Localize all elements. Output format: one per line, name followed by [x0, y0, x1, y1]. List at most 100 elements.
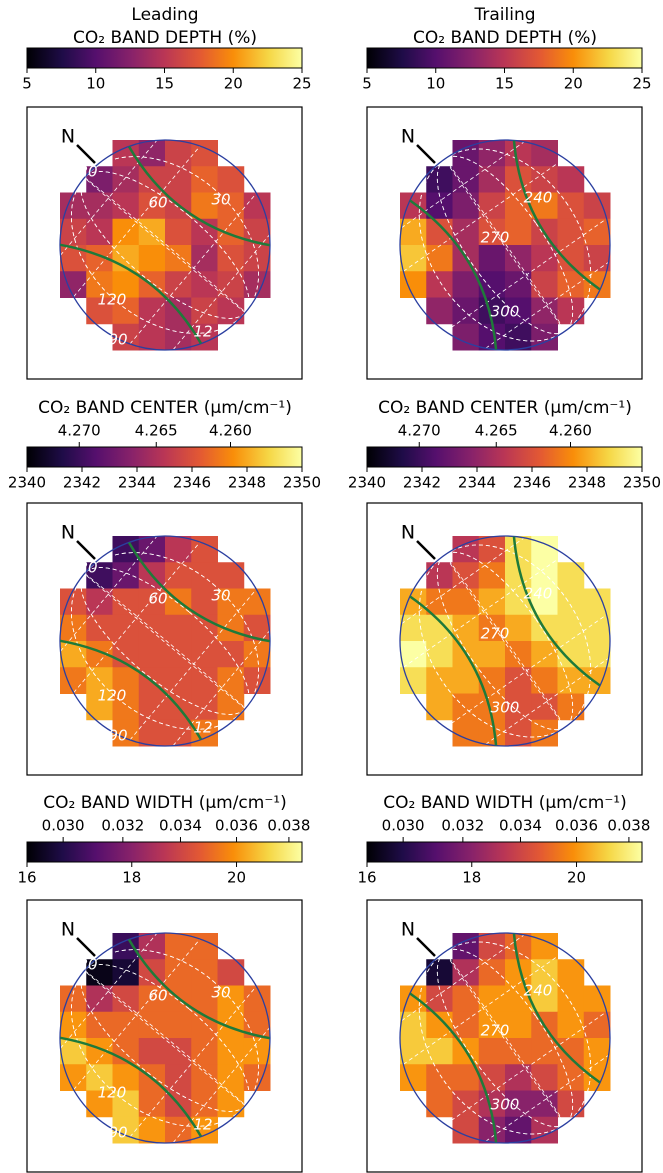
graticule-line [60, 933, 158, 1049]
map-pixel [478, 641, 506, 668]
map-pixel [505, 693, 532, 721]
map-pixel [478, 536, 506, 563]
map-pixel [138, 1090, 166, 1118]
map-pixel [165, 933, 192, 960]
map-pixel [426, 588, 453, 616]
boundary [409, 933, 601, 1143]
boundary [409, 536, 601, 746]
longitude-label: 60 [148, 987, 167, 1005]
longitude-label: 300 [491, 303, 520, 321]
colorbar-label: CO₂ BAND WIDTH (μm/cm⁻¹) [43, 793, 287, 813]
map-pixel [557, 1038, 585, 1065]
colorbar-label: CO₂ BAND DEPTH (%) [73, 28, 257, 48]
map-pixel [531, 271, 558, 298]
map-pixel [583, 192, 611, 220]
map-pixel [531, 693, 558, 721]
map-pixel [165, 271, 192, 298]
map-pixel [557, 166, 585, 193]
map-pixel [426, 245, 453, 272]
longitude-label: 60 [148, 590, 167, 608]
map-pixel [557, 297, 585, 325]
colorbar-tick-label: 20 [567, 869, 586, 887]
map-pixel [531, 192, 558, 220]
map-pixel [191, 667, 218, 694]
map-pixel [505, 297, 532, 325]
map-pixel [217, 245, 245, 272]
map-pixel [217, 985, 245, 1013]
colorbar-top-tick-label: 0.034 [159, 817, 202, 835]
map-pixel [426, 218, 453, 246]
colorbar-tick-label: 2350 [283, 474, 321, 492]
colorbar [26, 446, 303, 468]
map-pixel [217, 1038, 245, 1065]
longitude-label: 90 [108, 1124, 127, 1142]
colorbar-tick-label: 2344 [118, 474, 156, 492]
map-pixel [557, 192, 585, 220]
map-pixel [112, 192, 140, 220]
colorbar-tick-label: 2340 [348, 474, 386, 492]
map-pixel [452, 562, 480, 589]
longitude-label: 300 [491, 699, 520, 717]
map-pixel [138, 245, 166, 272]
map-pixel [531, 562, 558, 589]
map-pixel [191, 641, 218, 668]
colorbar-top-tick-label: 0.036 [555, 817, 598, 835]
boundary-line [127, 938, 271, 1040]
longitude-label: 12 [193, 719, 212, 737]
map-pixel [505, 614, 532, 642]
map-pixel [400, 218, 427, 246]
longitude-label: 270 [481, 1022, 510, 1040]
longitude-label: 300 [491, 1096, 520, 1114]
map-pixel [165, 667, 192, 694]
map-pixel [478, 1038, 506, 1065]
map-pixel [478, 562, 506, 589]
map-pixel [531, 166, 558, 193]
map-pixel [583, 271, 611, 298]
map-pixel [557, 271, 585, 298]
map-pixel [165, 1038, 192, 1065]
map-pixel [426, 693, 453, 721]
map-pixel [505, 323, 532, 351]
boundary [59, 541, 271, 741]
map-pixel [452, 192, 480, 220]
map-pixel [531, 1064, 558, 1091]
north-label: N [401, 522, 415, 544]
map-pixel [426, 1090, 453, 1118]
graticule-line [172, 234, 270, 350]
map-pixel [217, 693, 245, 721]
map-pixel [400, 1011, 427, 1039]
graticule-line [129, 986, 257, 1138]
map-pixel [165, 1011, 192, 1039]
colorbar-top-tick-label: 0.030 [42, 817, 85, 835]
map-pixel [531, 667, 558, 694]
map-pixel [217, 297, 245, 325]
map-pixel [452, 166, 480, 193]
map-pixel [426, 1038, 453, 1065]
boundary-line [512, 536, 601, 687]
map-pixel [165, 218, 192, 246]
map-pixel [426, 641, 453, 668]
map-pixel [478, 166, 506, 193]
colorbar-tick-label: 2342 [63, 474, 101, 492]
colorbar [26, 841, 303, 863]
map-pixel [86, 218, 113, 246]
colorbar-top-tick-label: 0.036 [215, 817, 258, 835]
longitude-label: 30 [211, 984, 230, 1002]
map-pixel [191, 1064, 218, 1091]
colorbar-label: CO₂ BAND CENTER (μm/cm⁻¹) [378, 398, 632, 418]
map-pixel [243, 588, 271, 616]
map-pixel [138, 1116, 166, 1144]
map-pixel [165, 1116, 192, 1144]
map-pixel [165, 140, 192, 167]
colorbar-top-tick-label: 4.270 [398, 422, 441, 440]
map-pixel [86, 192, 113, 220]
map-pixel [86, 985, 113, 1013]
graticule-line [403, 554, 565, 668]
map-pixel [138, 719, 166, 747]
graticule-line [445, 614, 607, 728]
map-pixel [583, 667, 611, 694]
map-pixel [426, 192, 453, 220]
graticule-line [403, 951, 565, 1065]
longitude-label: 90 [108, 727, 127, 745]
colorbar [366, 47, 643, 69]
